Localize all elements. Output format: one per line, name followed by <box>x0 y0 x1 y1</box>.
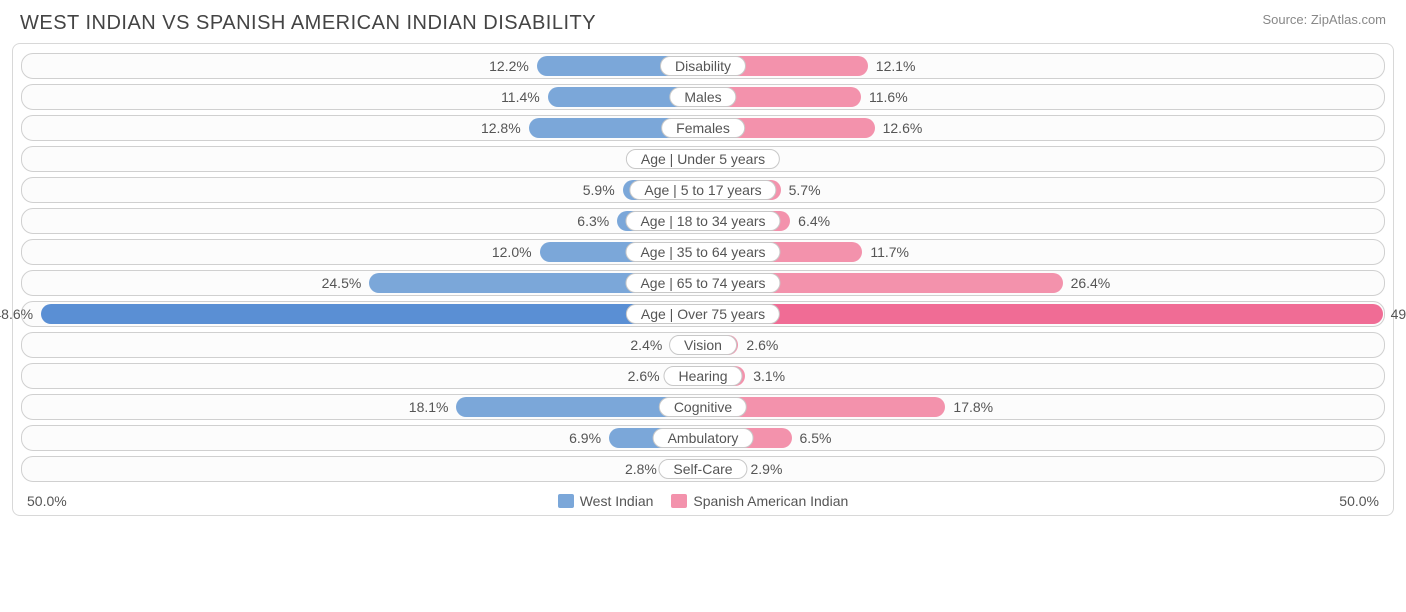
chart-header: WEST INDIAN VS SPANISH AMERICAN INDIAN D… <box>0 0 1406 43</box>
value-label-right: 5.7% <box>781 178 821 202</box>
bar-row: 5.9% 5.7%Age | 5 to 17 years <box>21 177 1385 203</box>
value-label-left: 5.9% <box>583 178 623 202</box>
bar-row: 6.3% 6.4% Age | 18 to 34 years <box>21 208 1385 234</box>
value-label-right: 2.9% <box>742 457 782 481</box>
category-label: Males <box>669 87 736 107</box>
value-label-right: 49.9% <box>1383 302 1406 326</box>
category-label: Ambulatory <box>653 428 754 448</box>
chart-footer: 50.0% West Indian Spanish American India… <box>13 487 1393 509</box>
value-label-left: 24.5% <box>322 271 370 295</box>
category-label: Age | Under 5 years <box>626 149 780 169</box>
value-label-left: 12.2% <box>489 54 537 78</box>
bar-row: 2.4% 2.6%Vision <box>21 332 1385 358</box>
legend-swatch-left <box>558 494 574 508</box>
bar-row: 11.4% 11.6% Males <box>21 84 1385 110</box>
value-label-right: 12.1% <box>868 54 916 78</box>
rows-host: 12.2% 12.1% Disability 11.4% 11.6% Males 12.8%… <box>13 53 1393 482</box>
value-label-left: 2.6% <box>628 364 668 388</box>
bar-row: 12.2% 12.1% Disability <box>21 53 1385 79</box>
value-label-left: 12.8% <box>481 116 529 140</box>
value-label-left: 48.6% <box>0 302 41 326</box>
value-label-right: 11.6% <box>861 85 908 109</box>
value-label-left: 6.9% <box>569 426 609 450</box>
category-label: Age | 35 to 64 years <box>625 242 780 262</box>
bar-row: 2.6% 3.1%Hearing <box>21 363 1385 389</box>
source-attribution: Source: ZipAtlas.com <box>1262 12 1386 27</box>
bar-row: 24.5% 26.4% Age | 65 to 74 years <box>21 270 1385 296</box>
category-label: Age | 5 to 17 years <box>629 180 776 200</box>
value-label-right: 17.8% <box>945 395 993 419</box>
category-label: Age | 18 to 34 years <box>625 211 780 231</box>
chart-title: WEST INDIAN VS SPANISH AMERICAN INDIAN D… <box>20 12 596 35</box>
bar-right <box>703 304 1383 324</box>
category-label: Age | Over 75 years <box>626 304 780 324</box>
legend-item-right: Spanish American Indian <box>671 493 848 509</box>
category-label: Age | 65 to 74 years <box>625 273 780 293</box>
value-label-right: 12.6% <box>875 116 923 140</box>
bar-row: 6.9% 6.5% Ambulatory <box>21 425 1385 451</box>
category-label: Vision <box>669 335 737 355</box>
bar-row: 18.1% 17.8% Cognitive <box>21 394 1385 420</box>
bar-row: 2.8%2.9%Self-Care <box>21 456 1385 482</box>
legend-label-right: Spanish American Indian <box>693 493 848 509</box>
legend: West Indian Spanish American Indian <box>558 493 849 509</box>
value-label-right: 2.6% <box>738 333 778 357</box>
bar-row: 12.0% 11.7% Age | 35 to 64 years <box>21 239 1385 265</box>
legend-label-left: West Indian <box>580 493 654 509</box>
category-label: Self-Care <box>658 459 747 479</box>
bar-left <box>41 304 703 324</box>
category-label: Disability <box>660 56 746 76</box>
legend-swatch-right <box>671 494 687 508</box>
bar-row: 12.8% 12.6% Females <box>21 115 1385 141</box>
legend-item-left: West Indian <box>558 493 654 509</box>
category-label: Females <box>661 118 745 138</box>
value-label-left: 6.3% <box>577 209 617 233</box>
category-label: Hearing <box>663 366 742 386</box>
bar-row: 1.1%1.3%Age | Under 5 years <box>21 146 1385 172</box>
value-label-left: 11.4% <box>501 85 548 109</box>
axis-label-right: 50.0% <box>1339 493 1379 509</box>
value-label-left: 2.4% <box>630 333 670 357</box>
value-label-left: 18.1% <box>409 395 457 419</box>
value-label-right: 11.7% <box>862 240 909 264</box>
value-label-right: 6.5% <box>792 426 832 450</box>
chart-area: 12.2% 12.1% Disability 11.4% 11.6% Males 12.8%… <box>12 43 1394 516</box>
bar-row: 48.6%49.9%Age | Over 75 years <box>21 301 1385 327</box>
value-label-right: 26.4% <box>1063 271 1111 295</box>
axis-label-left: 50.0% <box>27 493 67 509</box>
value-label-right: 3.1% <box>745 364 785 388</box>
value-label-right: 6.4% <box>790 209 830 233</box>
category-label: Cognitive <box>659 397 747 417</box>
value-label-left: 12.0% <box>492 240 540 264</box>
